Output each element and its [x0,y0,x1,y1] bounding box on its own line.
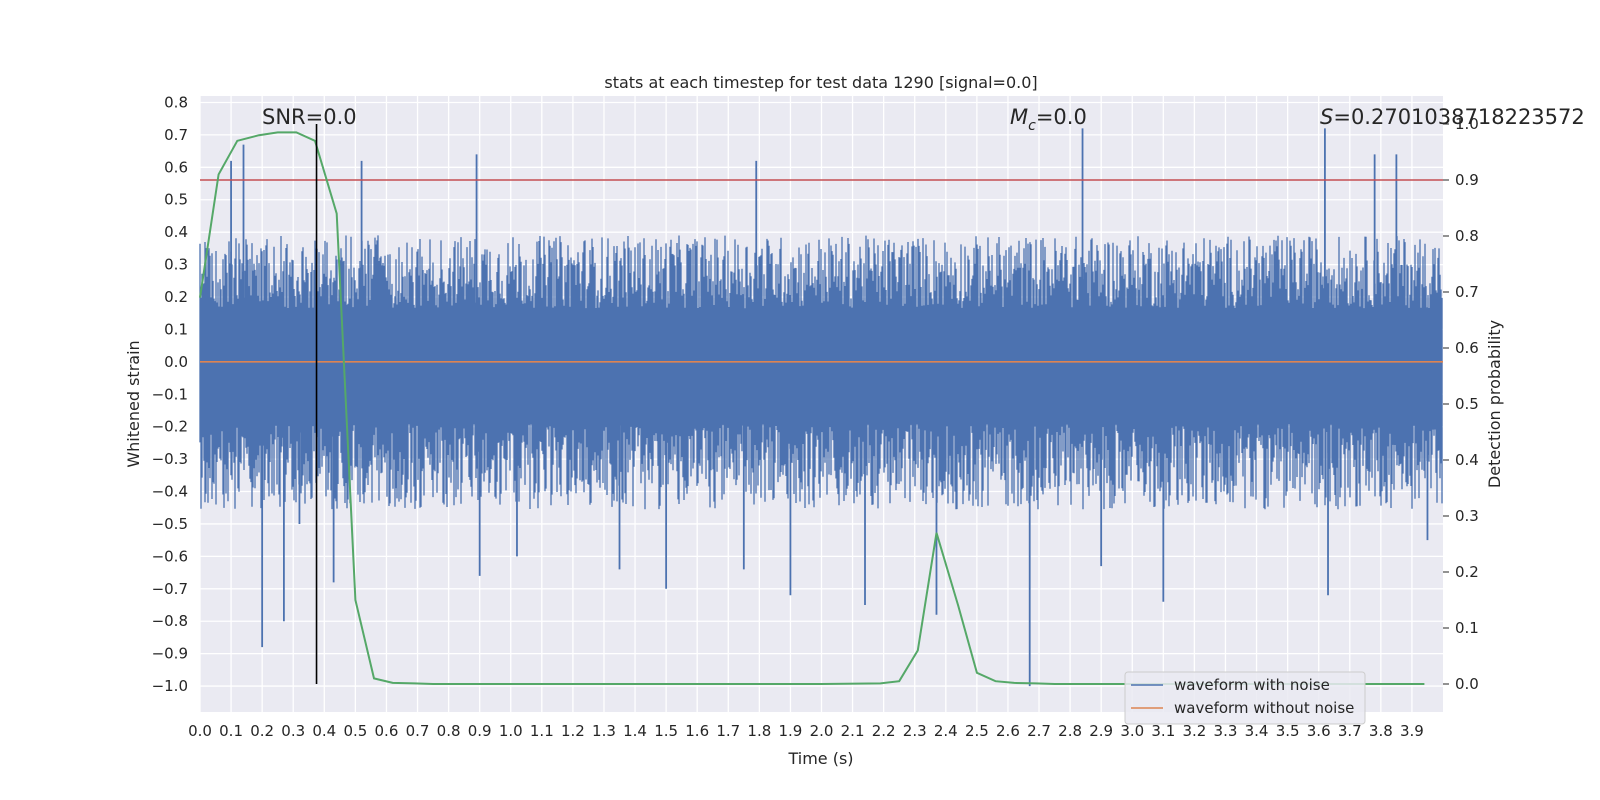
x-tick-label: 2.0 [810,722,834,740]
y-tick-label: 0.6 [164,158,188,176]
x-tick-label: 3.8 [1369,722,1393,740]
snr-annotation: SNR=0.0 [262,105,357,129]
x-tick-label: 1.8 [747,722,771,740]
y2-tick-label: 0.3 [1455,507,1479,525]
y-tick-label: 0.7 [164,126,188,144]
x-tick-label: 2.4 [934,722,958,740]
y2-tick-label: 0.5 [1455,395,1479,413]
overlay-lines [199,124,1443,685]
x-tick-label: 3.6 [1307,722,1331,740]
x-tick-label: 0.2 [250,722,274,740]
y2-axis-label: Detection probability [1485,320,1504,488]
x-tick-label: 0.6 [375,722,399,740]
mc-symbol: M [1010,105,1028,129]
y2-tick-label: 0.0 [1455,675,1479,693]
noise-waveform-series [199,128,1443,687]
x-axis-label: Time (s) [787,749,853,768]
mc-value: =0.0 [1036,105,1087,129]
x-tick-label: 3.7 [1338,722,1362,740]
x-tick-label: 1.0 [499,722,523,740]
x-tick-label: 0.7 [406,722,430,740]
y-tick-label: 0.8 [164,93,188,111]
x-tick-label: 3.2 [1182,722,1206,740]
y-tick-label: −0.3 [152,450,188,468]
x-tick-label: 0.1 [219,722,243,740]
noise-waveform-line [199,235,1443,510]
y-tick-label: −0.5 [152,515,188,533]
y-tick-label: −0.8 [152,612,188,630]
y-tick-label: −1.0 [152,677,188,695]
x-tick-label: 2.7 [1027,722,1051,740]
y-tick-label: 0.0 [164,353,188,371]
chart-title: stats at each timestep for test data 129… [604,73,1037,92]
x-tick-label: 0.8 [437,722,461,740]
y2-tick-label: 0.2 [1455,563,1479,581]
x-tick-label: 2.3 [903,722,927,740]
y-tick-label: −0.4 [152,483,188,501]
x-tick-label: 1.6 [685,722,709,740]
x-tick-label: 1.9 [778,722,802,740]
y2-tick-label: 0.4 [1455,451,1479,469]
y2-tick-label: 0.6 [1455,339,1479,357]
x-tick-label: 2.9 [1089,722,1113,740]
y-tick-label: 0.3 [164,256,188,274]
y2-axis-ticks: 1.0 0.9 0.8 0.7 0.6 0.5 0.4 0.3 0.2 0.1 0.0 [1443,115,1479,693]
y2-tick-label: 0.1 [1455,619,1479,637]
y-tick-label: −0.7 [152,580,188,598]
x-tick-label: 2.5 [965,722,989,740]
x-tick-label: 1.7 [716,722,740,740]
legend: waveform with noise waveform without noi… [1124,671,1366,725]
y2-tick-label: 0.8 [1455,227,1479,245]
y2-tick-label: 1.0 [1455,115,1479,133]
x-tick-label: 0.4 [312,722,336,740]
y-tick-label: −0.1 [152,385,188,403]
y2-tick-label: 0.7 [1455,283,1479,301]
mc-subscript: c [1028,118,1036,134]
y-axis-label: Whitened strain [124,340,143,467]
x-tick-label: 3.5 [1276,722,1300,740]
y-tick-label: 0.1 [164,320,188,338]
chirp-mass-annotation: Mc=0.0 [1010,105,1087,134]
x-tick-label: 2.8 [1058,722,1082,740]
y-tick-label: −0.6 [152,547,188,565]
x-tick-label: 0.5 [343,722,367,740]
y2-tick-label: 0.9 [1455,171,1479,189]
legend-label-noise: waveform with noise [1174,676,1330,694]
x-tick-label: 3.0 [1120,722,1144,740]
x-tick-label: 2.1 [841,722,865,740]
y-axis-ticks: 0.8 0.7 0.6 0.5 0.4 0.3 0.2 0.1 0.0 −0.1 −0.2 −0.3 −… [152,93,188,695]
x-tick-label: 1.2 [561,722,585,740]
s-symbol: S [1320,105,1333,129]
x-tick-label: 3.4 [1245,722,1269,740]
x-tick-label: 2.6 [996,722,1020,740]
x-tick-label: 0.9 [468,722,492,740]
legend-label-clean: waveform without noise [1174,699,1354,717]
x-tick-label: 0.0 [188,722,212,740]
x-tick-label: 3.1 [1151,722,1175,740]
x-tick-label: 1.4 [623,722,647,740]
x-tick-label: 1.5 [654,722,678,740]
y-tick-label: 0.2 [164,288,188,306]
x-tick-label: 3.9 [1400,722,1424,740]
x-tick-label: 3.3 [1214,722,1238,740]
x-tick-label: 1.3 [592,722,616,740]
detection-probability-line [199,131,1425,685]
x-axis-ticks: 0.0 0.1 0.2 0.3 0.4 0.5 0.6 0.7 0.8 0.9 1.0 1.1 1.2 1… [188,722,1424,740]
x-tick-label: 1.1 [530,722,554,740]
y-tick-label: −0.2 [152,418,188,436]
legend-box [1124,671,1366,725]
y-tick-label: −0.9 [152,645,188,663]
s-annotation: S=0.2701038718223572 [1320,105,1585,129]
x-tick-label: 0.3 [281,722,305,740]
y-tick-label: 0.5 [164,191,188,209]
x-tick-label: 2.2 [872,722,896,740]
s-value: =0.2701038718223572 [1333,105,1584,129]
y-tick-label: 0.4 [164,223,188,241]
